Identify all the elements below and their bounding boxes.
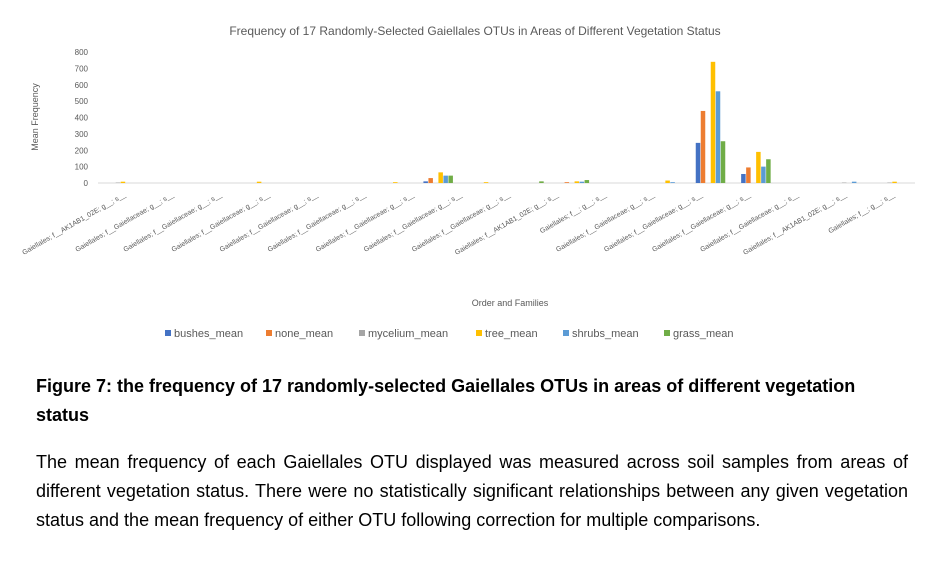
x-tick-label: Gaiellales; f__Gaiellaceae; g__; s__ xyxy=(75,192,176,254)
y-tick-label: 300 xyxy=(75,130,89,139)
bar-tree_mean-6 xyxy=(393,182,398,183)
y-tick-label: 700 xyxy=(75,64,89,73)
y-axis-ticks: 0 100 200 300 400 500 600 700 800 xyxy=(75,48,89,188)
bar-shrubs_mean-16 xyxy=(851,181,857,183)
bar-bushes_mean-13 xyxy=(695,142,701,183)
legend-label-tree_mean: tree_mean xyxy=(485,328,538,340)
x-axis-tick-labels: Gaiellales; f__AK1AB1_02E; g__; s__Gaiel… xyxy=(21,192,896,257)
bar-shrubs_mean-14 xyxy=(761,166,766,184)
x-axis-title: Order and Families xyxy=(472,298,549,308)
x-tick-label: Gaiellales; f__AK1AB1_02E; g__; s__ xyxy=(742,192,848,257)
figure-description: The mean frequency of each Gaiellales OT… xyxy=(36,452,908,530)
y-tick-label: 600 xyxy=(75,81,89,90)
legend-swatch-shrubs_mean xyxy=(563,330,569,336)
bar-none_mean-14 xyxy=(746,167,751,183)
bar-grass_mean-10 xyxy=(584,180,590,183)
bar-grass_mean-14 xyxy=(766,159,771,183)
y-tick-label: 200 xyxy=(75,146,89,155)
legend-swatch-mycelium_mean xyxy=(359,330,365,336)
bar-tree_mean-13 xyxy=(710,61,716,183)
y-tick-label: 500 xyxy=(75,97,89,106)
legend-swatch-grass_mean xyxy=(664,330,670,336)
bar-shrubs_mean-13 xyxy=(715,91,721,183)
legend-label-mycelium_mean: mycelium_mean xyxy=(368,328,448,340)
legend-label-bushes_mean: bushes_mean xyxy=(174,328,243,340)
x-tick-label: Gaiellales; f__Gaiellaceae; g__; s__ xyxy=(603,192,704,254)
legend-label-grass_mean: grass_mean xyxy=(673,328,734,340)
x-tick-label: Gaiellales; f__Gaiellaceae; g__; s__ xyxy=(555,192,656,254)
bar-none_mean-7 xyxy=(428,178,433,183)
bar-tree_mean-17 xyxy=(892,181,897,183)
legend-label-none_mean: none_mean xyxy=(275,328,333,340)
legend-swatch-none_mean xyxy=(266,330,272,336)
bar-tree_mean-3 xyxy=(256,181,262,183)
bar-chart: Frequency of 17 Randomly-Selected Gaiell… xyxy=(21,24,915,340)
legend-label-shrubs_mean: shrubs_mean xyxy=(572,328,639,340)
x-tick-label: Gaiellales; f__Gaiellaceae; g__; s__ xyxy=(219,192,320,254)
bar-tree_mean-8 xyxy=(483,182,489,183)
chart-title: Frequency of 17 Randomly-Selected Gaiell… xyxy=(229,24,720,38)
bar-grass_mean-9 xyxy=(539,181,544,183)
x-tick-label: Gaiellales; f__Gaiellaceae; g__; s__ xyxy=(315,192,416,254)
x-tick-label: Gaiellales; f__AK1AB1_02E; g__; s__ xyxy=(454,192,560,257)
bar-tree_mean-7 xyxy=(438,172,443,183)
bar-tree_mean-0 xyxy=(120,181,126,183)
bar-shrubs_mean-7 xyxy=(443,175,448,183)
x-tick-label: Gaiellales; f__Gaiellaceae; g__; s__ xyxy=(411,192,512,254)
bar-bushes_mean-7 xyxy=(423,181,428,183)
legend-swatch-bushes_mean xyxy=(165,330,171,336)
y-tick-label: 800 xyxy=(75,48,89,57)
legend: bushes_mean none_mean mycelium_mean tree_me… xyxy=(165,328,734,340)
x-tick-label: Gaiellales; f__Gaiellaceae; g__; s__ xyxy=(267,192,368,254)
x-tick-label: Gaiellales; f__Gaiellaceae; g__; s__ xyxy=(363,192,464,254)
bar-tree_mean-10 xyxy=(574,181,580,183)
bar-tree_mean-14 xyxy=(756,151,761,183)
bar-bushes_mean-14 xyxy=(741,173,746,183)
x-tick-label: Gaiellales; f__Gaiellaceae; g__; s__ xyxy=(699,192,800,254)
bar-grass_mean-13 xyxy=(720,141,726,183)
x-tick-label: Gaiellales; f__Gaiellaceae; g__; s__ xyxy=(651,192,752,254)
bar-shrubs_mean-12 xyxy=(670,182,675,183)
bar-grass_mean-7 xyxy=(448,175,453,183)
x-tick-label: Gaiellales; f__Gaiellaceae; g__; s__ xyxy=(123,192,224,254)
figure-caption: Figure 7: the frequency of 17 randomly-s… xyxy=(36,376,856,425)
bar-none_mean-13 xyxy=(700,110,706,183)
y-tick-label: 100 xyxy=(75,163,89,172)
bar-shrubs_mean-10 xyxy=(579,181,585,183)
x-tick-label: Gaiellales; f__Gaiellaceae; g__; s__ xyxy=(171,192,272,254)
y-axis-title: Mean Frequency xyxy=(30,83,40,151)
bar-tree_mean-12 xyxy=(665,180,670,183)
legend-swatch-tree_mean xyxy=(476,330,482,336)
y-tick-label: 400 xyxy=(75,114,89,123)
y-tick-label: 0 xyxy=(84,179,89,188)
bar-none_mean-10 xyxy=(564,182,570,183)
bars xyxy=(115,61,897,184)
